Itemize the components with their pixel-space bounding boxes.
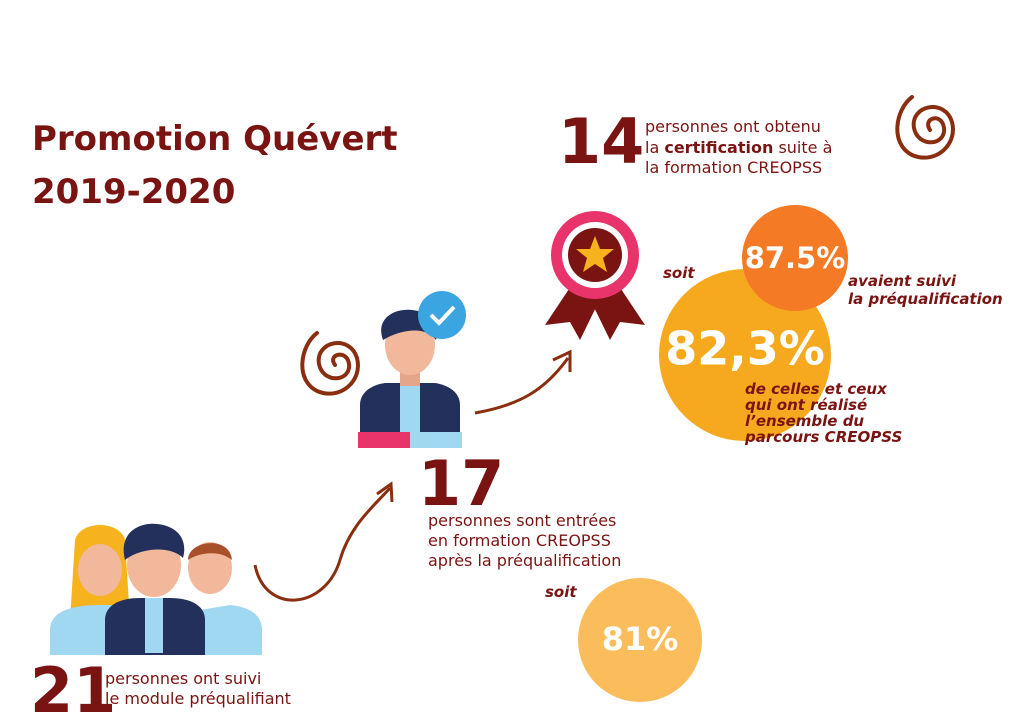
percent-circle [578, 578, 702, 702]
percent-text: l’ensemble du [745, 412, 864, 430]
percent-text: avaient suivi [848, 272, 957, 290]
title-line: 2019-2020 [32, 172, 235, 212]
text-part: personnes ont obtenu [645, 117, 821, 136]
group-icon-part [145, 598, 163, 653]
person-icon-part [410, 432, 462, 448]
step-text: le module préqualifiant [105, 689, 291, 708]
spiral-part [300, 331, 360, 396]
arrow-part [253, 487, 392, 602]
step-text: personnes ont obtenu [645, 117, 821, 136]
step-number: 14 [558, 105, 644, 178]
text-part: certification [664, 138, 773, 157]
spiral [895, 95, 955, 160]
percent-text: la préqualification [848, 290, 1003, 308]
soit-label: soit [663, 264, 695, 282]
arrow-part [552, 349, 572, 372]
group-icon-part [123, 523, 185, 560]
percent-circle [742, 205, 848, 311]
step-number: 17 [418, 447, 504, 520]
medal-icon [545, 211, 645, 340]
step-text: la formation CREOPSS [645, 158, 822, 177]
person-icon-part [418, 291, 466, 339]
step-number: 21 [30, 654, 116, 724]
step-text: personnes sont entrées [428, 511, 616, 530]
text-part: la formation CREOPSS [645, 158, 822, 177]
spiral-part [895, 95, 955, 160]
medal-icon-part [576, 236, 614, 272]
spiral [300, 331, 360, 396]
arrow-part [474, 357, 570, 415]
arrow-part [376, 481, 394, 503]
person-icon-part [400, 383, 420, 433]
group-icon-part [188, 543, 232, 560]
percent: 87.5% [745, 241, 846, 275]
step-text: personnes ont suivi [105, 669, 261, 688]
percent-circle [659, 269, 831, 441]
arrow [253, 481, 394, 602]
person-icon-part [358, 432, 410, 448]
person-icon-part [429, 305, 456, 326]
step-text: après la préqualification [428, 551, 621, 570]
group-icon-part [200, 605, 262, 655]
group-icon-part [50, 605, 120, 655]
percent-text: parcours CREOPSS [744, 428, 902, 446]
title-line: Promotion Quévert [32, 119, 398, 159]
percent: 82,3% [665, 322, 825, 376]
text-part: la [645, 138, 664, 157]
percent-text: de celles et ceux [745, 380, 888, 398]
group-icon-part [78, 544, 122, 596]
percent-text: qui ont réalisé [745, 396, 867, 414]
arrow [474, 349, 572, 415]
person-icon [358, 291, 466, 448]
step-text: en formation CREOPSS [428, 531, 611, 550]
text-part: suite à [773, 138, 832, 157]
percent: 81% [602, 620, 679, 658]
group-icon-part [188, 542, 232, 594]
step-text: la certification suite à [645, 138, 832, 157]
group-icon [50, 523, 262, 655]
soit-label: soit [545, 583, 577, 601]
